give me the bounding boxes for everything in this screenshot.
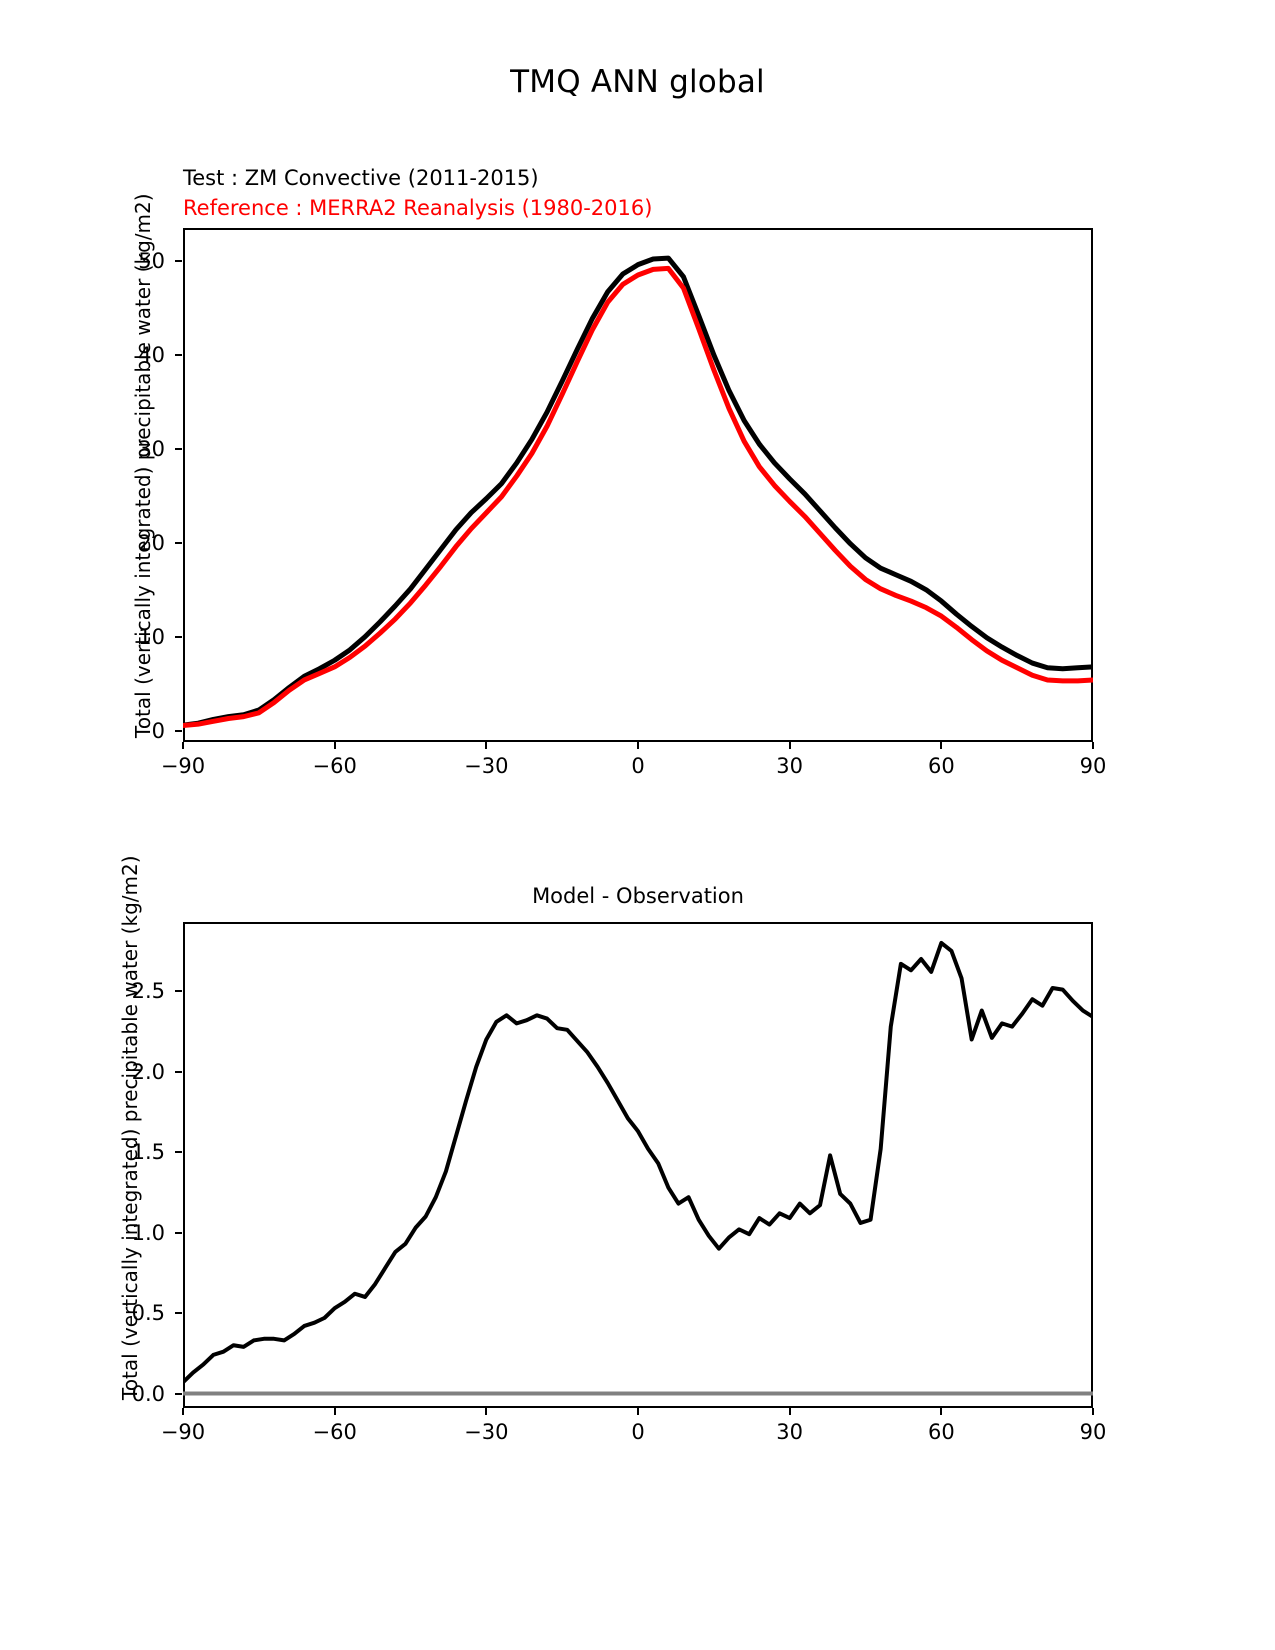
y-tick-label: 20 (138, 530, 165, 555)
x-tick-mark (333, 742, 336, 749)
x-tick-mark (182, 742, 184, 749)
x-tick-label: 60 (927, 754, 955, 778)
x-tick-label: 60 (927, 1420, 955, 1444)
x-tick-mark (637, 1408, 639, 1415)
y-tick-mark (175, 447, 182, 450)
y-tick-mark (175, 1151, 182, 1154)
y-tick-label: 40 (138, 342, 165, 367)
y-tick-label: 0 (151, 718, 165, 743)
y-tick-label: 30 (138, 436, 165, 461)
y-tick-label: 1.0 (131, 1220, 165, 1245)
x-tick-label: 30 (776, 1420, 804, 1444)
y-tick-mark (175, 1070, 182, 1073)
y-tick-label: 0.5 (131, 1301, 165, 1326)
x-tick-mark (788, 1408, 791, 1415)
panel2-axes-frame (183, 922, 1093, 1408)
x-tick-label: 0 (631, 754, 645, 778)
x-tick-label: 90 (1079, 1420, 1107, 1444)
panel-zonal-mean: 0 10 20 30 40 50 −90 −60 −30 0 30 60 90 (138, 228, 1106, 778)
panel-model-minus-observation: 0.0 0.5 1.0 1.5 2.0 2.5 −90 −60 −30 0 30 60 90 (132, 922, 1106, 1444)
y-tick-mark (175, 635, 182, 638)
x-tick-mark (1092, 742, 1094, 749)
y-tick-mark (175, 729, 182, 732)
y-tick-label: 2.5 (131, 979, 165, 1004)
y-tick-mark (175, 353, 182, 356)
data-series-line (183, 940, 1093, 1385)
legend: Test : ZM Convective (2011-2015) Referen… (183, 163, 652, 223)
panel2-title: Model - Observation (532, 884, 744, 908)
panel1-axes-frame (183, 228, 1093, 742)
x-tick-mark (485, 742, 488, 749)
figure-title: TMQ ANN global (510, 64, 765, 100)
x-tick-mark (637, 742, 639, 749)
x-tick-mark (788, 742, 791, 749)
data-series-line (183, 255, 1093, 728)
y-tick-mark (175, 990, 182, 993)
y-tick-mark (175, 1392, 182, 1395)
y-tick-label: 2.0 (131, 1059, 165, 1084)
y-tick-mark (175, 1231, 182, 1234)
panel1-plot-area (183, 255, 1093, 729)
x-tick-mark (940, 742, 943, 749)
x-tick-label: −30 (464, 1420, 509, 1444)
legend-entry-test: Test : ZM Convective (2011-2015) (183, 166, 539, 190)
y-tick-mark (175, 541, 182, 544)
y-tick-label: 10 (138, 624, 165, 649)
x-tick-mark (1092, 1408, 1094, 1415)
x-tick-mark (333, 1408, 336, 1415)
x-tick-label: −60 (312, 1420, 357, 1444)
x-tick-label: 90 (1079, 754, 1107, 778)
y-tick-mark (175, 1312, 182, 1315)
y-tick-label: 1.5 (131, 1140, 165, 1165)
x-tick-mark (182, 1408, 184, 1415)
x-tick-mark (485, 1408, 488, 1415)
y-tick-mark (175, 259, 182, 262)
x-tick-label: 0 (631, 1420, 645, 1444)
legend-entry-reference: Reference : MERRA2 Reanalysis (1980-2016… (183, 196, 653, 220)
x-tick-label: −30 (464, 754, 509, 778)
x-tick-label: −90 (160, 754, 206, 778)
x-tick-mark (940, 1408, 943, 1415)
x-tick-label: 30 (776, 754, 804, 778)
y-tick-label: 0.0 (131, 1381, 165, 1406)
y-tick-label: 50 (138, 248, 165, 273)
panel1-y-axis-label: Total (vertically integrated) precipitab… (131, 193, 155, 738)
x-tick-label: −90 (160, 1420, 206, 1444)
data-series-line (183, 265, 1093, 729)
x-tick-label: −60 (312, 754, 357, 778)
panel2-plot-area (183, 940, 1093, 1396)
